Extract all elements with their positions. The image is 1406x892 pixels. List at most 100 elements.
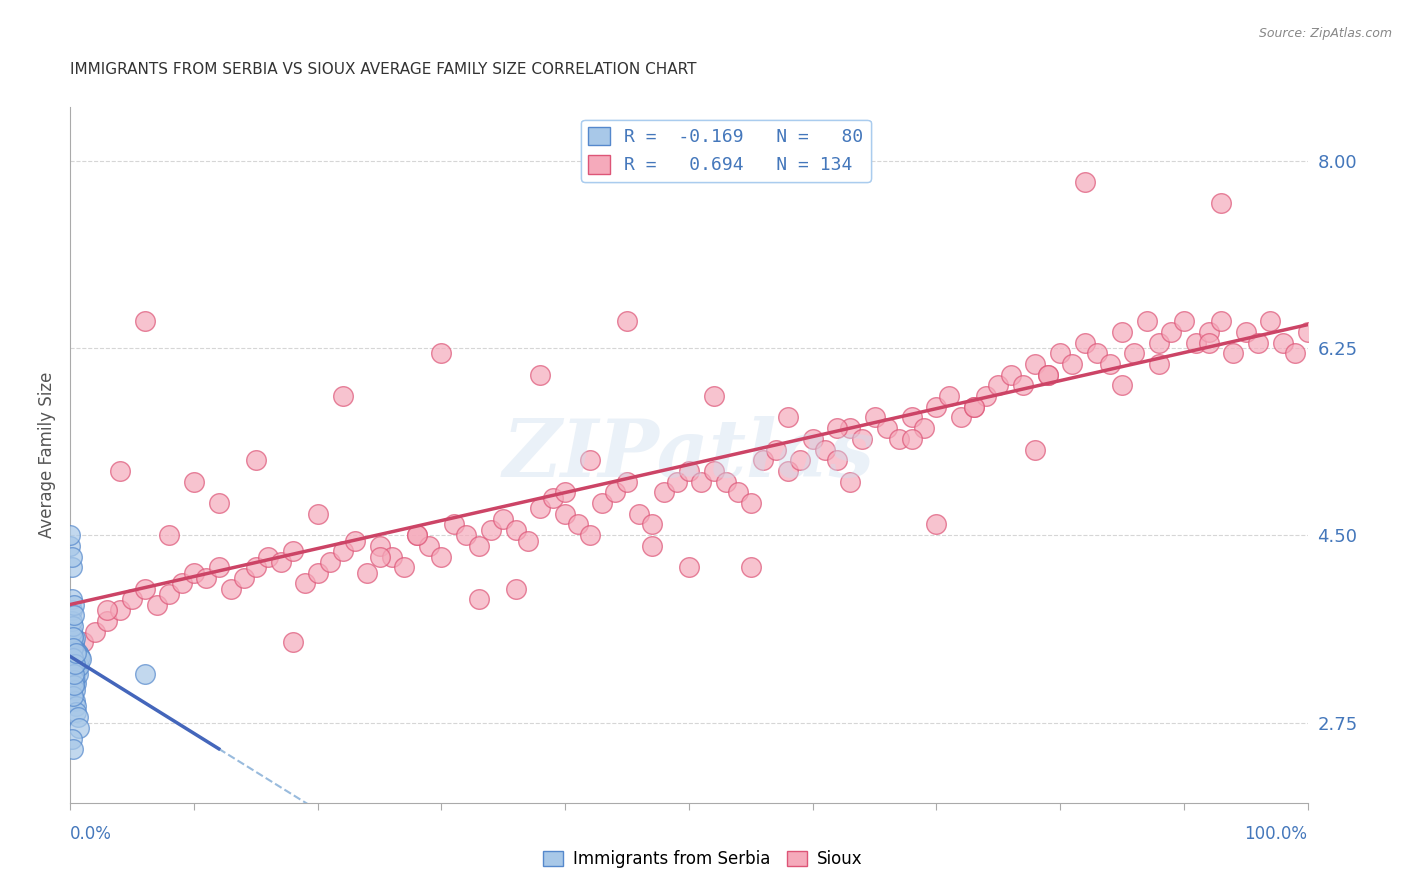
Point (1062, 357, 1084, 371)
Point (96, 614, 118, 628)
Point (134, 314, 156, 328)
Point (1296, 325, 1319, 339)
Point (554, 507, 576, 521)
Point (1147, 357, 1170, 371)
Point (66, 646, 89, 660)
Point (63, 661, 86, 675)
Point (59, 539, 82, 553)
Point (332, 544, 354, 558)
Point (703, 464, 725, 478)
Point (62, 676, 84, 690)
Point (65, 631, 87, 645)
Point (529, 501, 551, 516)
Point (65, 683, 87, 698)
Point (925, 400, 948, 414)
Point (827, 421, 849, 435)
Point (134, 667, 156, 681)
Point (356, 566, 378, 580)
Point (69, 650, 91, 665)
Point (554, 485, 576, 500)
Point (183, 475, 205, 489)
Point (62, 661, 84, 675)
Point (567, 517, 589, 532)
Point (1136, 314, 1159, 328)
Legend: R =  -0.169   N =   80, R =   0.694   N = 134: R = -0.169 N = 80, R = 0.694 N = 134 (581, 120, 870, 182)
Point (65, 657, 87, 671)
Point (60, 667, 83, 681)
Legend: Immigrants from Serbia, Sioux: Immigrants from Serbia, Sioux (537, 844, 869, 875)
Point (134, 582, 156, 596)
Point (62, 619, 84, 633)
Point (65, 705, 87, 719)
Point (814, 442, 837, 457)
Point (343, 533, 366, 548)
Point (65, 673, 87, 688)
Text: ZIPatlas: ZIPatlas (503, 417, 875, 493)
Point (281, 635, 304, 649)
Point (62, 637, 84, 651)
Point (219, 582, 242, 596)
Point (208, 496, 231, 510)
Point (60, 549, 83, 564)
Text: IMMIGRANTS FROM SERBIA VS SIOUX AVERAGE FAMILY SIZE CORRELATION CHART: IMMIGRANTS FROM SERBIA VS SIOUX AVERAGE … (70, 62, 697, 78)
Point (863, 410, 886, 425)
Point (108, 464, 131, 478)
Point (368, 539, 391, 553)
Point (962, 400, 984, 414)
Point (405, 528, 427, 542)
Point (1198, 325, 1220, 339)
Point (84, 624, 107, 639)
Point (603, 485, 626, 500)
Point (245, 453, 267, 467)
Point (1173, 314, 1195, 328)
Point (157, 528, 180, 542)
Point (65, 663, 87, 677)
Point (62, 651, 84, 665)
Point (665, 475, 688, 489)
Point (108, 603, 131, 617)
Point (492, 512, 515, 526)
Point (1074, 335, 1097, 350)
Point (529, 368, 551, 382)
Point (678, 464, 700, 478)
Point (1160, 325, 1182, 339)
Point (65, 644, 87, 658)
Point (66, 710, 89, 724)
Point (62, 640, 84, 655)
Point (65, 641, 87, 656)
Point (838, 421, 860, 435)
Point (703, 389, 725, 403)
Point (60, 644, 83, 658)
Point (66, 657, 89, 671)
Point (257, 549, 280, 564)
Point (62, 663, 84, 677)
Point (1074, 175, 1097, 189)
Point (146, 598, 169, 612)
Point (281, 544, 304, 558)
Point (62, 630, 84, 644)
Point (690, 475, 713, 489)
Point (1222, 346, 1244, 360)
Point (616, 475, 638, 489)
Point (65, 699, 87, 714)
Point (157, 587, 180, 601)
Point (60, 646, 83, 660)
Point (801, 432, 824, 446)
Point (60, 678, 83, 692)
Point (987, 378, 1010, 392)
Point (121, 592, 143, 607)
Point (950, 410, 973, 425)
Point (505, 523, 527, 537)
Point (62, 650, 84, 665)
Point (641, 517, 664, 532)
Point (591, 496, 613, 510)
Point (63, 608, 86, 623)
Point (208, 560, 231, 574)
Point (60, 662, 83, 676)
Point (912, 421, 935, 435)
Point (541, 491, 564, 505)
Text: 100.0%: 100.0% (1244, 825, 1308, 843)
Point (479, 523, 502, 537)
Point (63, 673, 86, 687)
Point (889, 432, 911, 446)
